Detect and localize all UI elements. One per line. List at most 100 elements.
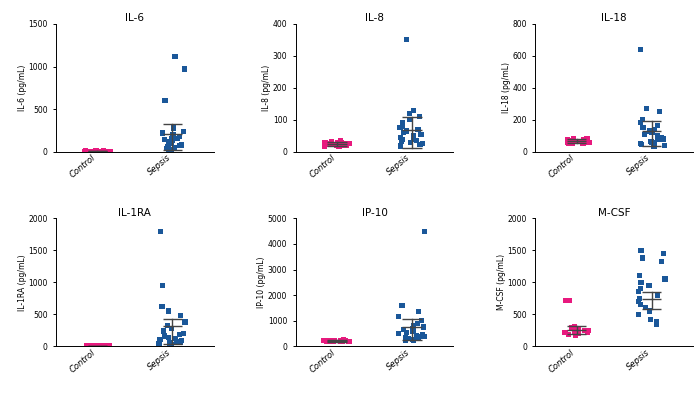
Point bbox=[323, 142, 334, 148]
Title: IL-1RA: IL-1RA bbox=[118, 207, 151, 218]
Point bbox=[339, 140, 350, 147]
Point bbox=[645, 316, 657, 322]
Point bbox=[648, 143, 659, 149]
Point bbox=[92, 148, 103, 154]
Y-axis label: IP-10 (pg/mL): IP-10 (pg/mL) bbox=[258, 257, 267, 308]
Point bbox=[174, 142, 186, 148]
Point bbox=[337, 338, 348, 344]
Point bbox=[160, 98, 171, 104]
Point bbox=[659, 142, 670, 148]
Point bbox=[321, 338, 332, 344]
Point bbox=[580, 327, 591, 334]
Point bbox=[326, 338, 337, 344]
Point bbox=[176, 338, 187, 344]
Point bbox=[323, 338, 334, 344]
Point bbox=[395, 134, 407, 140]
Point bbox=[563, 137, 574, 144]
Point bbox=[320, 139, 331, 145]
Point bbox=[652, 133, 664, 139]
Point bbox=[344, 140, 355, 147]
Point bbox=[404, 110, 415, 117]
Point bbox=[337, 337, 349, 343]
Title: IL-18: IL-18 bbox=[601, 13, 627, 23]
Point bbox=[633, 298, 644, 305]
Point bbox=[652, 137, 664, 143]
Point bbox=[104, 148, 115, 154]
Point bbox=[169, 144, 180, 151]
Point bbox=[419, 334, 430, 340]
Point bbox=[412, 126, 423, 133]
Point bbox=[637, 255, 648, 261]
Point bbox=[326, 338, 337, 344]
Point bbox=[573, 330, 584, 337]
Point bbox=[580, 137, 591, 143]
Point bbox=[578, 140, 589, 146]
Point bbox=[174, 133, 185, 140]
Y-axis label: IL-1RA (pg/mL): IL-1RA (pg/mL) bbox=[18, 254, 27, 310]
Point bbox=[84, 148, 95, 154]
Point bbox=[172, 135, 183, 141]
Point bbox=[418, 324, 429, 330]
Title: IL-8: IL-8 bbox=[365, 13, 384, 23]
Point bbox=[341, 142, 352, 148]
Point bbox=[584, 139, 595, 145]
Point bbox=[419, 228, 430, 234]
Point bbox=[644, 128, 655, 134]
Point bbox=[163, 139, 174, 145]
Point bbox=[568, 324, 580, 330]
Point bbox=[634, 273, 645, 279]
Point bbox=[413, 334, 424, 340]
Point bbox=[331, 142, 342, 148]
Point bbox=[97, 148, 108, 154]
Point bbox=[334, 140, 345, 146]
Point bbox=[319, 139, 330, 145]
Point bbox=[163, 147, 174, 153]
Point bbox=[412, 320, 423, 326]
Point bbox=[167, 132, 178, 138]
Point bbox=[156, 303, 167, 310]
Point bbox=[564, 298, 575, 304]
Point bbox=[85, 148, 97, 154]
Point bbox=[634, 295, 645, 301]
Point bbox=[335, 338, 346, 344]
Point bbox=[340, 337, 351, 343]
Point bbox=[99, 148, 111, 154]
Point bbox=[166, 325, 177, 332]
Point bbox=[154, 339, 165, 345]
Point bbox=[634, 119, 645, 125]
Point bbox=[404, 117, 415, 123]
Point bbox=[321, 338, 332, 344]
Point bbox=[95, 343, 106, 349]
Point bbox=[90, 343, 101, 349]
Point bbox=[158, 328, 169, 334]
Point bbox=[566, 140, 578, 146]
Point bbox=[416, 318, 427, 324]
Point bbox=[81, 343, 92, 349]
Point bbox=[179, 319, 190, 325]
Point bbox=[572, 328, 583, 334]
Point bbox=[562, 137, 573, 143]
Point bbox=[582, 329, 593, 336]
Point bbox=[575, 138, 587, 144]
Point bbox=[94, 343, 105, 349]
Point bbox=[178, 330, 189, 337]
Point bbox=[646, 139, 657, 145]
Y-axis label: IL-8 (pg/mL): IL-8 (pg/mL) bbox=[262, 65, 272, 111]
Point bbox=[179, 66, 190, 72]
Point bbox=[164, 340, 176, 346]
Point bbox=[573, 326, 584, 332]
Point bbox=[95, 343, 106, 349]
Point bbox=[98, 148, 109, 154]
Point bbox=[159, 137, 170, 143]
Point bbox=[162, 144, 173, 150]
Point bbox=[333, 143, 344, 149]
Point bbox=[80, 148, 91, 154]
Point bbox=[397, 120, 408, 126]
Point bbox=[79, 148, 90, 154]
Point bbox=[159, 333, 170, 339]
Point bbox=[633, 311, 644, 318]
Point bbox=[644, 308, 655, 314]
Point bbox=[400, 338, 411, 344]
Point bbox=[415, 131, 426, 137]
Point bbox=[652, 122, 663, 129]
